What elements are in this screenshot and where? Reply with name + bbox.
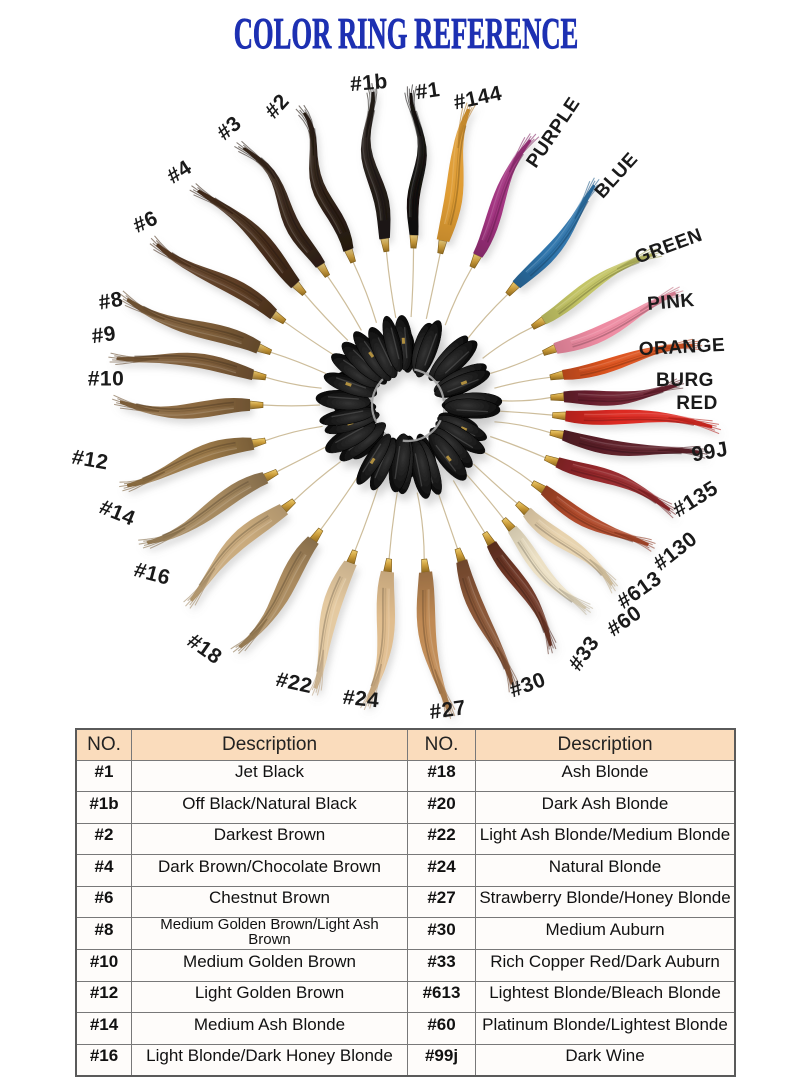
svg-text:GREEN: GREEN xyxy=(632,225,705,269)
svg-text:#12: #12 xyxy=(70,446,110,475)
svg-text:RED: RED xyxy=(676,393,718,414)
svg-text:BURG: BURG xyxy=(656,370,714,391)
svg-text:#60: #60 xyxy=(603,601,646,641)
svg-text:#18: #18 xyxy=(183,629,226,669)
svg-text:#130: #130 xyxy=(649,527,702,575)
svg-text:#14: #14 xyxy=(96,496,139,531)
svg-text:#3: #3 xyxy=(213,112,246,145)
svg-text:BLUE: BLUE xyxy=(591,149,643,203)
svg-text:#24: #24 xyxy=(342,686,381,713)
svg-text:#30: #30 xyxy=(507,668,549,702)
svg-text:PINK: PINK xyxy=(646,290,695,315)
svg-text:#1b: #1b xyxy=(349,70,389,96)
svg-text:#144: #144 xyxy=(452,82,504,115)
svg-text:#135: #135 xyxy=(669,477,723,522)
svg-text:#2: #2 xyxy=(261,90,294,123)
svg-text:#16: #16 xyxy=(132,558,173,590)
svg-text:#10: #10 xyxy=(88,368,125,391)
svg-text:ORANGE: ORANGE xyxy=(638,335,725,360)
svg-text:99J: 99J xyxy=(690,438,730,467)
svg-text:#1: #1 xyxy=(414,78,441,104)
svg-text:#9: #9 xyxy=(90,322,117,348)
svg-text:#33: #33 xyxy=(564,632,604,675)
svg-text:#613: #613 xyxy=(613,567,666,614)
svg-text:#8: #8 xyxy=(97,288,125,315)
svg-text:#4: #4 xyxy=(163,156,196,189)
svg-text:PURPLE: PURPLE xyxy=(523,94,585,172)
svg-text:#6: #6 xyxy=(130,207,162,238)
svg-text:#27: #27 xyxy=(428,696,467,724)
svg-text:#22: #22 xyxy=(274,668,315,698)
